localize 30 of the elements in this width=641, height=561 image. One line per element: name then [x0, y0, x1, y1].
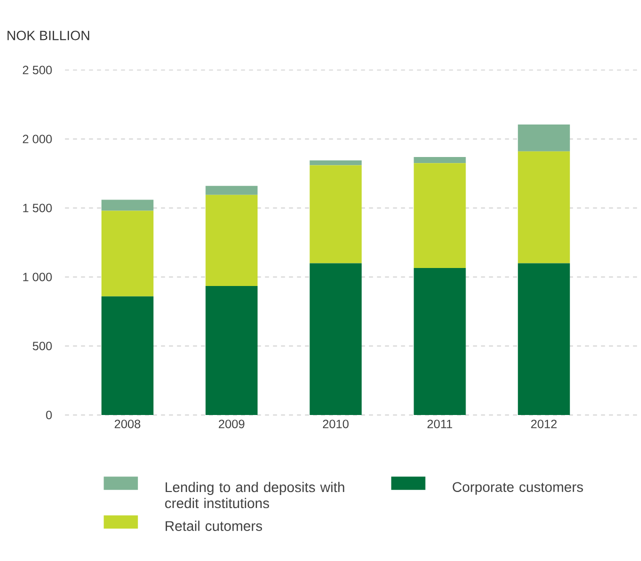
legend-label: Lending to and deposits with credit institutions: [165, 482, 344, 508]
bar: [310, 263, 362, 415]
y-tick-label: 1 000: [23, 272, 52, 282]
x-tick-label: 2010: [322, 420, 349, 428]
legend-label: Corporate customers: [452, 482, 583, 495]
bar: [518, 151, 570, 264]
bar: [414, 268, 466, 415]
bar: [206, 194, 258, 286]
y-tick-label: 0: [46, 410, 52, 420]
bar: [518, 124, 570, 152]
bar: [414, 163, 466, 268]
y-tick-label: 2 000: [22, 134, 52, 144]
y-axis-title: NOK BILLION: [8, 30, 90, 40]
bar: [101, 200, 154, 211]
x-tick-label: 2009: [218, 420, 244, 428]
bar: [206, 186, 258, 195]
bar: [518, 263, 570, 415]
legend-label: Retail cutomers: [166, 520, 262, 531]
bar: [206, 286, 258, 415]
bar: [310, 160, 362, 166]
x-tick-label: 2008: [114, 420, 140, 428]
x-tick-label: 2012: [531, 420, 557, 428]
y-tick-label: 500: [32, 342, 52, 350]
bar: [310, 165, 362, 264]
bar: [101, 210, 154, 296]
bar: [414, 156, 466, 164]
y-tick-label: 2 500: [22, 66, 52, 74]
bar: [101, 296, 154, 415]
x-tick-label: 2011: [427, 420, 452, 428]
y-tick-label: 1 500: [23, 204, 52, 212]
